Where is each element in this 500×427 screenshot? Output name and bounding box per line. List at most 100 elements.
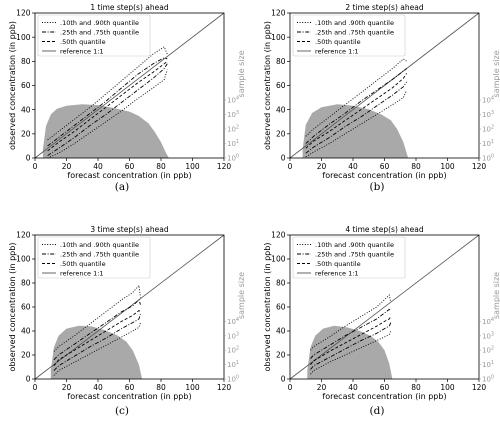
sample-size-tick-label: 104 [482, 317, 494, 326]
x-tick-label: 0 [288, 162, 293, 171]
legend-entry: reference 1:1 [60, 269, 104, 277]
chart-panel-2: 0 20 40 60 80 100 1200204060801001201001011021… [263, 3, 500, 180]
x-tick-label: 60 [125, 383, 135, 392]
tick-base: 10 [482, 376, 491, 384]
y-tick-label: 80 [276, 57, 286, 66]
y-tick-label: 100 [16, 255, 31, 264]
tick-exponent: 4 [491, 317, 494, 323]
series-line-1 [53, 322, 141, 376]
legend-entry: .25th and .75th quantile [315, 250, 394, 258]
y-tick-label: 100 [271, 255, 286, 264]
reference-line [289, 234, 480, 380]
x-tick-label: 80 [411, 383, 421, 392]
tick-base: 10 [482, 111, 491, 119]
panel-title: 2 time step(s) ahead [345, 3, 423, 12]
series-line-4 [53, 298, 141, 361]
sample-size-tick-label: 101 [482, 360, 494, 369]
sample-size-tick-label: 100 [227, 375, 239, 384]
sample-size-axis-label: sample size [492, 272, 500, 319]
legend-entry: reference 1:1 [315, 47, 359, 55]
x-tick-label: 20 [62, 162, 72, 171]
sample-size-tick-label: 103 [482, 331, 494, 340]
x-tick-label: 80 [156, 162, 166, 171]
x-tick-label: 100 [185, 162, 200, 171]
series-line-2 [305, 81, 407, 154]
tick-base: 10 [227, 155, 236, 163]
series-line-5 [47, 46, 168, 141]
x-tick-label: 60 [380, 383, 390, 392]
sample-size-histogram [42, 104, 169, 158]
legend-entry: .10th and .90th quantile [60, 241, 139, 249]
y-tick-label: 120 [271, 231, 286, 240]
sample-size-tick-label: 103 [482, 110, 494, 119]
legend-entry: .10th and .90th quantile [60, 19, 139, 27]
sample-size-tick-label: 102 [482, 125, 494, 134]
tick-exponent: 0 [236, 375, 239, 381]
legend: .10th and .90th quantile.25th and .75th … [37, 14, 151, 57]
tick-base: 10 [482, 332, 491, 340]
tick-base: 10 [482, 97, 491, 105]
sample-size-axis-label: sample size [237, 272, 246, 319]
panel-caption: (c) [115, 405, 129, 417]
x-axis-label: forecast concentration (in ppb) [322, 171, 446, 180]
reference-line [34, 12, 225, 159]
legend-entry: reference 1:1 [60, 47, 104, 55]
y-tick-label: 0 [26, 154, 31, 163]
y-axis-label: observed concentration (in ppb) [263, 243, 272, 372]
y-tick-label: 100 [271, 33, 286, 42]
sample-size-tick-label: 100 [482, 154, 494, 163]
sample-size-tick-label: 103 [227, 110, 239, 119]
sample-size-tick-label: 101 [482, 139, 494, 148]
tick-exponent: 3 [236, 110, 239, 116]
series-line-1 [47, 69, 168, 159]
y-tick-label: 20 [21, 129, 31, 138]
tick-base: 10 [227, 126, 236, 134]
legend: .10th and .90th quantile.25th and .75th … [292, 236, 406, 279]
legend: .10th and .90th quantile.25th and .75th … [37, 236, 151, 279]
sample-size-tick-label: 102 [227, 125, 239, 134]
legend-box [37, 236, 151, 279]
tick-exponent: 0 [236, 154, 239, 160]
series-line-4 [47, 57, 168, 147]
chart-panel-4: 0 20 40 60 80 100 1200204060801001201001011021… [263, 225, 500, 401]
series-line-5 [305, 58, 407, 137]
legend-entry: .25th and .75th quantile [315, 28, 394, 36]
series-line-2 [47, 63, 168, 156]
sample-size-tick-label: 101 [227, 139, 239, 148]
y-tick-label: 20 [276, 351, 286, 360]
series-line-1 [305, 90, 408, 158]
y-tick-label: 40 [276, 327, 286, 336]
y-tick-label: 40 [21, 327, 31, 336]
x-tick-label: 60 [380, 162, 390, 171]
x-tick-label: 0 [288, 383, 293, 392]
x-tick-label: 20 [317, 383, 327, 392]
x-axis-label: forecast concentration (in ppb) [67, 171, 191, 180]
x-tick-label: 100 [440, 162, 455, 171]
sample-size-tick-label: 102 [482, 346, 494, 355]
legend: .10th and .90th quantile.25th and .75th … [292, 14, 406, 57]
x-tick-label: 20 [317, 162, 327, 171]
x-tick-label: 40 [93, 383, 103, 392]
y-tick-label: 120 [16, 9, 31, 18]
sample-size-histogram [307, 325, 393, 379]
x-tick-label: 120 [217, 162, 232, 171]
tick-exponent: 1 [236, 360, 239, 366]
x-tick-label: 40 [93, 162, 103, 171]
panel-title: 3 time step(s) ahead [90, 225, 168, 234]
y-tick-label: 120 [16, 231, 31, 240]
y-tick-label: 40 [276, 105, 286, 114]
y-tick-label: 80 [21, 279, 31, 288]
tick-exponent: 0 [491, 154, 494, 160]
tick-base: 10 [227, 361, 236, 369]
legend-entry: .25th and .75th quantile [60, 28, 139, 36]
legend-entry: .25th and .75th quantile [60, 250, 139, 258]
y-tick-label: 40 [21, 105, 31, 114]
y-tick-label: 120 [271, 9, 286, 18]
legend-entry: reference 1:1 [315, 269, 359, 277]
y-tick-label: 60 [276, 303, 286, 312]
panel-title: 1 time step(s) ahead [90, 3, 168, 12]
legend-entry: .50th quantile [315, 260, 361, 268]
tick-base: 10 [227, 111, 236, 119]
x-tick-label: 120 [472, 383, 487, 392]
sample-size-axis-label: sample size [237, 50, 246, 97]
